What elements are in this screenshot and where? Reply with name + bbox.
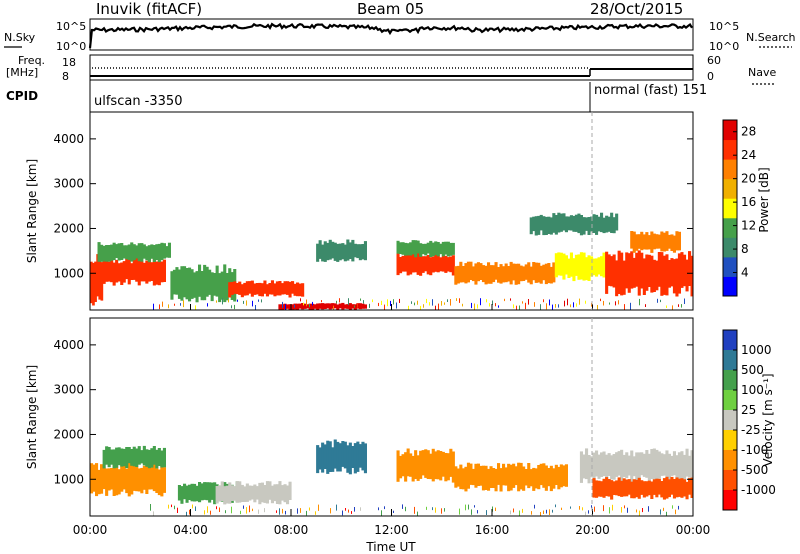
- velocity-y-axis: 1000 2000 3000 4000: [53, 338, 693, 486]
- echo-region-6: [454, 462, 568, 492]
- echo-region-6: [316, 239, 367, 262]
- power-colorbar-tick: 16: [741, 195, 756, 209]
- nave-tick-high: 60: [707, 54, 721, 67]
- echo-region-5: [396, 448, 455, 483]
- beam-title: Beam 05: [357, 0, 425, 18]
- station-title: Inuvik (fitACF): [96, 0, 203, 18]
- power-panel: 1000 2000 3000 4000 Slant Range [km] 4 8 12 16…: [25, 111, 771, 311]
- echo-region-2: [97, 242, 171, 263]
- echo-region-1: [102, 445, 166, 469]
- y-tick-label: 3000: [53, 383, 84, 397]
- power-colorbar: 4 8 12 16 20 24 28: [722, 119, 756, 297]
- freq-nave-panel: Freq. [MHz] 18 8 60 0 Nave: [6, 54, 776, 85]
- cpid-label: CPID: [6, 89, 38, 103]
- velocity-colorbar: 1000 500 100 25 -25 -100 -500 -1000: [722, 329, 776, 511]
- velocity-data: [90, 439, 693, 516]
- power-y-axis: 1000 2000 3000 4000: [53, 132, 693, 280]
- nave-label: Nave: [748, 66, 776, 79]
- near-range-speckle: [153, 298, 685, 310]
- noise-panel: N.Sky 10^5 10^0 10^5 10^0 N.Search: [4, 18, 796, 53]
- echo-region-5: [278, 302, 367, 310]
- echo-region-0: [90, 254, 104, 306]
- power-data: [90, 212, 693, 310]
- power-colorbar-tick: 4: [741, 266, 749, 280]
- power-colorbar-tick: 12: [741, 219, 756, 233]
- echo-region-13: [529, 212, 619, 236]
- velocity-colorbar-tick: -25: [741, 423, 761, 437]
- echo-region-3: [170, 264, 237, 303]
- nsearch-tick-low: 10^0: [709, 40, 739, 53]
- echo-region-0: [90, 462, 166, 497]
- velocity-colorbar-tick: 1000: [741, 343, 772, 357]
- freq-tick-high: 18: [62, 56, 76, 69]
- velocity-colorbar-tick: 25: [741, 403, 756, 417]
- cpid-panel: CPID ulfscan -3350 normal (fast) 151: [6, 80, 707, 112]
- x-tick-label: 12:00: [374, 523, 409, 537]
- date-title: 28/Oct/2015: [590, 0, 684, 18]
- power-ylabel: Slant Range [km]: [25, 159, 39, 263]
- echo-region-4: [228, 280, 305, 298]
- cpid-segment-normal: normal (fast) 151: [594, 83, 707, 98]
- echo-region-3: [215, 481, 292, 505]
- power-colorbar-label: Power [dB]: [757, 167, 771, 232]
- nave-tick-low: 0: [707, 70, 714, 83]
- nsky-trace: [88, 22, 693, 49]
- power-colorbar-tick: 20: [741, 172, 756, 186]
- freq-tick-low: 8: [62, 70, 69, 83]
- nsky-tick-low: 10^0: [56, 40, 86, 53]
- velocity-colorbar-tick: -1000: [741, 483, 776, 497]
- x-tick-label: 16:00: [475, 523, 510, 537]
- echo-region-7: [579, 448, 693, 484]
- echo-region-11: [605, 250, 693, 297]
- velocity-ylabel: Slant Range [km]: [25, 365, 39, 469]
- y-tick-label: 1000: [53, 472, 84, 486]
- near-range-speckle: [150, 504, 679, 516]
- x-tick-label: 04:00: [173, 523, 208, 537]
- power-colorbar-tick: 28: [741, 125, 756, 139]
- y-tick-label: 2000: [53, 221, 84, 235]
- nsearch-tick-high: 10^5: [709, 20, 739, 33]
- y-tick-label: 4000: [53, 338, 84, 352]
- velocity-colorbar-tick: 500: [741, 363, 764, 377]
- echo-region-9: [454, 261, 556, 285]
- echo-region-8: [396, 240, 455, 258]
- x-tick-label: 08:00: [274, 523, 309, 537]
- echo-region-10: [554, 252, 606, 282]
- x-tick-label: 20:00: [575, 523, 610, 537]
- y-tick-label: 4000: [53, 132, 84, 146]
- echo-region-4: [316, 439, 367, 475]
- velocity-x-axis: 00:00 04:00 08:00 12:00 16:00 20:00 00:00: [73, 509, 711, 537]
- cpid-segment-ulfscan: ulfscan -3350: [94, 94, 182, 109]
- power-colorbar-tick: 8: [741, 242, 749, 256]
- velocity-colorbar-tick: -100: [741, 443, 768, 457]
- y-tick-label: 3000: [53, 177, 84, 191]
- freq-label-2: [MHz]: [6, 66, 38, 79]
- velocity-panel: 1000 2000 3000 4000 00:00 04:00 08:00 12:00 16:…: [25, 317, 776, 554]
- echo-region-12: [630, 231, 681, 253]
- nsky-label: N.Sky: [4, 31, 36, 44]
- time-axis-label: Time UT: [365, 540, 416, 554]
- x-tick-label: 00:00: [73, 523, 108, 537]
- velocity-colorbar-label: Velocity [m s⁻¹]: [761, 373, 775, 466]
- nsearch-label: N.Search: [746, 31, 796, 44]
- velocity-colorbar-tick: 100: [741, 383, 764, 397]
- echo-region-8: [592, 476, 693, 500]
- power-colorbar-tick: 24: [741, 148, 756, 162]
- echo-region-7: [396, 252, 455, 276]
- velocity-colorbar-tick: -500: [741, 463, 768, 477]
- x-tick-label: 00:00: [676, 523, 711, 537]
- nsky-tick-high: 10^5: [56, 20, 86, 33]
- freq-label-1: Freq.: [18, 54, 45, 67]
- echo-region-1: [100, 256, 166, 286]
- y-tick-label: 2000: [53, 427, 84, 441]
- y-tick-label: 1000: [53, 266, 84, 280]
